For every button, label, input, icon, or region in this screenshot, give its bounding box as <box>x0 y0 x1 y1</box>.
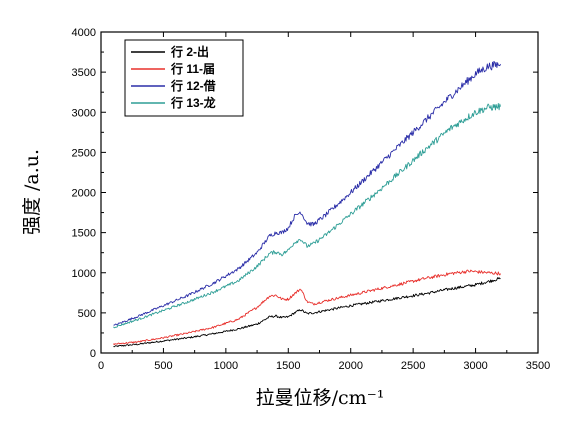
y-tick-label: 4000 <box>72 27 96 39</box>
x-tick-label: 2500 <box>401 360 425 372</box>
y-tick-label: 2000 <box>72 188 96 200</box>
y-tick-label: 3000 <box>72 107 96 119</box>
series-lines <box>113 60 501 348</box>
series-line-2 <box>113 269 501 346</box>
x-tick-label: 1500 <box>276 360 300 372</box>
y-tick-label: 1500 <box>72 228 96 240</box>
x-tick-label: 500 <box>154 360 172 372</box>
y-tick-label: 2500 <box>72 147 96 159</box>
x-tick-label: 0 <box>98 360 104 372</box>
legend: 行 2-出行 11-届行 12-借行 13-龙 <box>124 39 244 117</box>
legend-label: 行 11-届 <box>170 61 215 76</box>
legend-label: 行 12-借 <box>170 78 216 93</box>
series-line-1 <box>113 277 501 348</box>
series-line-4 <box>113 103 501 329</box>
y-tick-label: 1000 <box>72 268 96 280</box>
x-tick-label: 3000 <box>463 360 487 372</box>
legend-label: 行 13-龙 <box>170 95 216 110</box>
x-tick-label: 1000 <box>214 360 238 372</box>
y-tick-label: 3500 <box>72 67 96 79</box>
y-tick-label: 0 <box>90 348 96 360</box>
series-line-3 <box>113 60 501 326</box>
x-axis-ticks: 0 500 1000 1500 2000 2500 3000 3500 <box>98 32 550 372</box>
x-tick-label: 3500 <box>526 360 550 372</box>
y-tick-label: 500 <box>78 308 96 320</box>
legend-label: 行 2-出 <box>170 44 209 59</box>
y-axis-ticks: 0 500 1000 1500 2000 2500 3000 3500 4000 <box>72 27 538 360</box>
x-tick-label: 2000 <box>338 360 362 372</box>
y-axis-title: 强度 /a.u. <box>21 149 43 235</box>
x-axis-title: 拉曼位移/cm⁻¹ <box>256 387 385 409</box>
